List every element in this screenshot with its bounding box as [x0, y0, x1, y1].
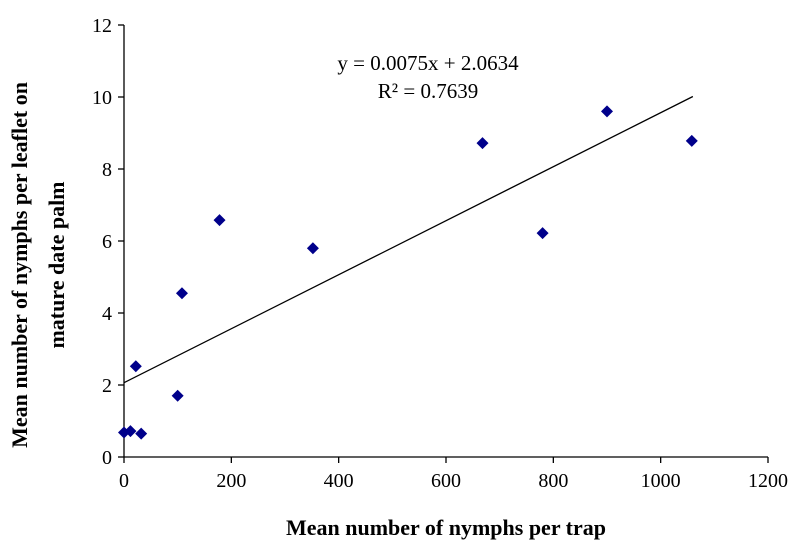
x-tick-label: 400 — [324, 470, 354, 492]
data-point-diamond — [135, 427, 148, 440]
data-point-diamond — [171, 389, 184, 402]
y-tick-label: 10 — [92, 87, 112, 109]
data-point-diamond — [536, 227, 549, 240]
trendline-equation: y = 0.0075x + 2.0634 — [337, 51, 519, 75]
y-tick-label: 2 — [102, 375, 112, 397]
data-point-diamond — [685, 134, 698, 147]
data-point-diamond — [476, 137, 489, 150]
y-tick-label: 0 — [102, 447, 112, 469]
y-tick-label: 8 — [102, 159, 112, 181]
trendline-r2: R² = 0.7639 — [378, 79, 478, 103]
x-axis-title: Mean number of nymphs per trap — [286, 515, 606, 540]
trendline — [123, 95, 694, 384]
data-point-diamond — [129, 360, 142, 373]
y-axis-ticks: 0 2 4 6 8 10 12 — [92, 15, 124, 469]
y-tick-label: 4 — [102, 303, 112, 325]
data-point-diamond — [124, 425, 137, 438]
data-point-diamond — [306, 242, 319, 255]
x-tick-label: 800 — [538, 470, 568, 492]
x-tick-label: 600 — [431, 470, 461, 492]
x-tick-label: 200 — [216, 470, 246, 492]
y-axis-title-line-1: Mean number of nymphs per leaflet on — [7, 82, 32, 448]
x-tick-label: 1200 — [748, 470, 788, 492]
data-point-diamond — [175, 287, 188, 300]
x-axis-ticks: 0 200 400 600 800 1000 1200 — [119, 457, 788, 492]
data-points — [118, 105, 698, 440]
y-tick-label: 12 — [92, 15, 112, 37]
y-axis-title-line-2: mature date palm — [44, 181, 69, 348]
x-tick-label: 1000 — [641, 470, 681, 492]
data-point-diamond — [213, 214, 226, 227]
data-point-diamond — [601, 105, 613, 118]
x-tick-label: 0 — [119, 470, 129, 492]
y-tick-label: 6 — [102, 231, 112, 253]
